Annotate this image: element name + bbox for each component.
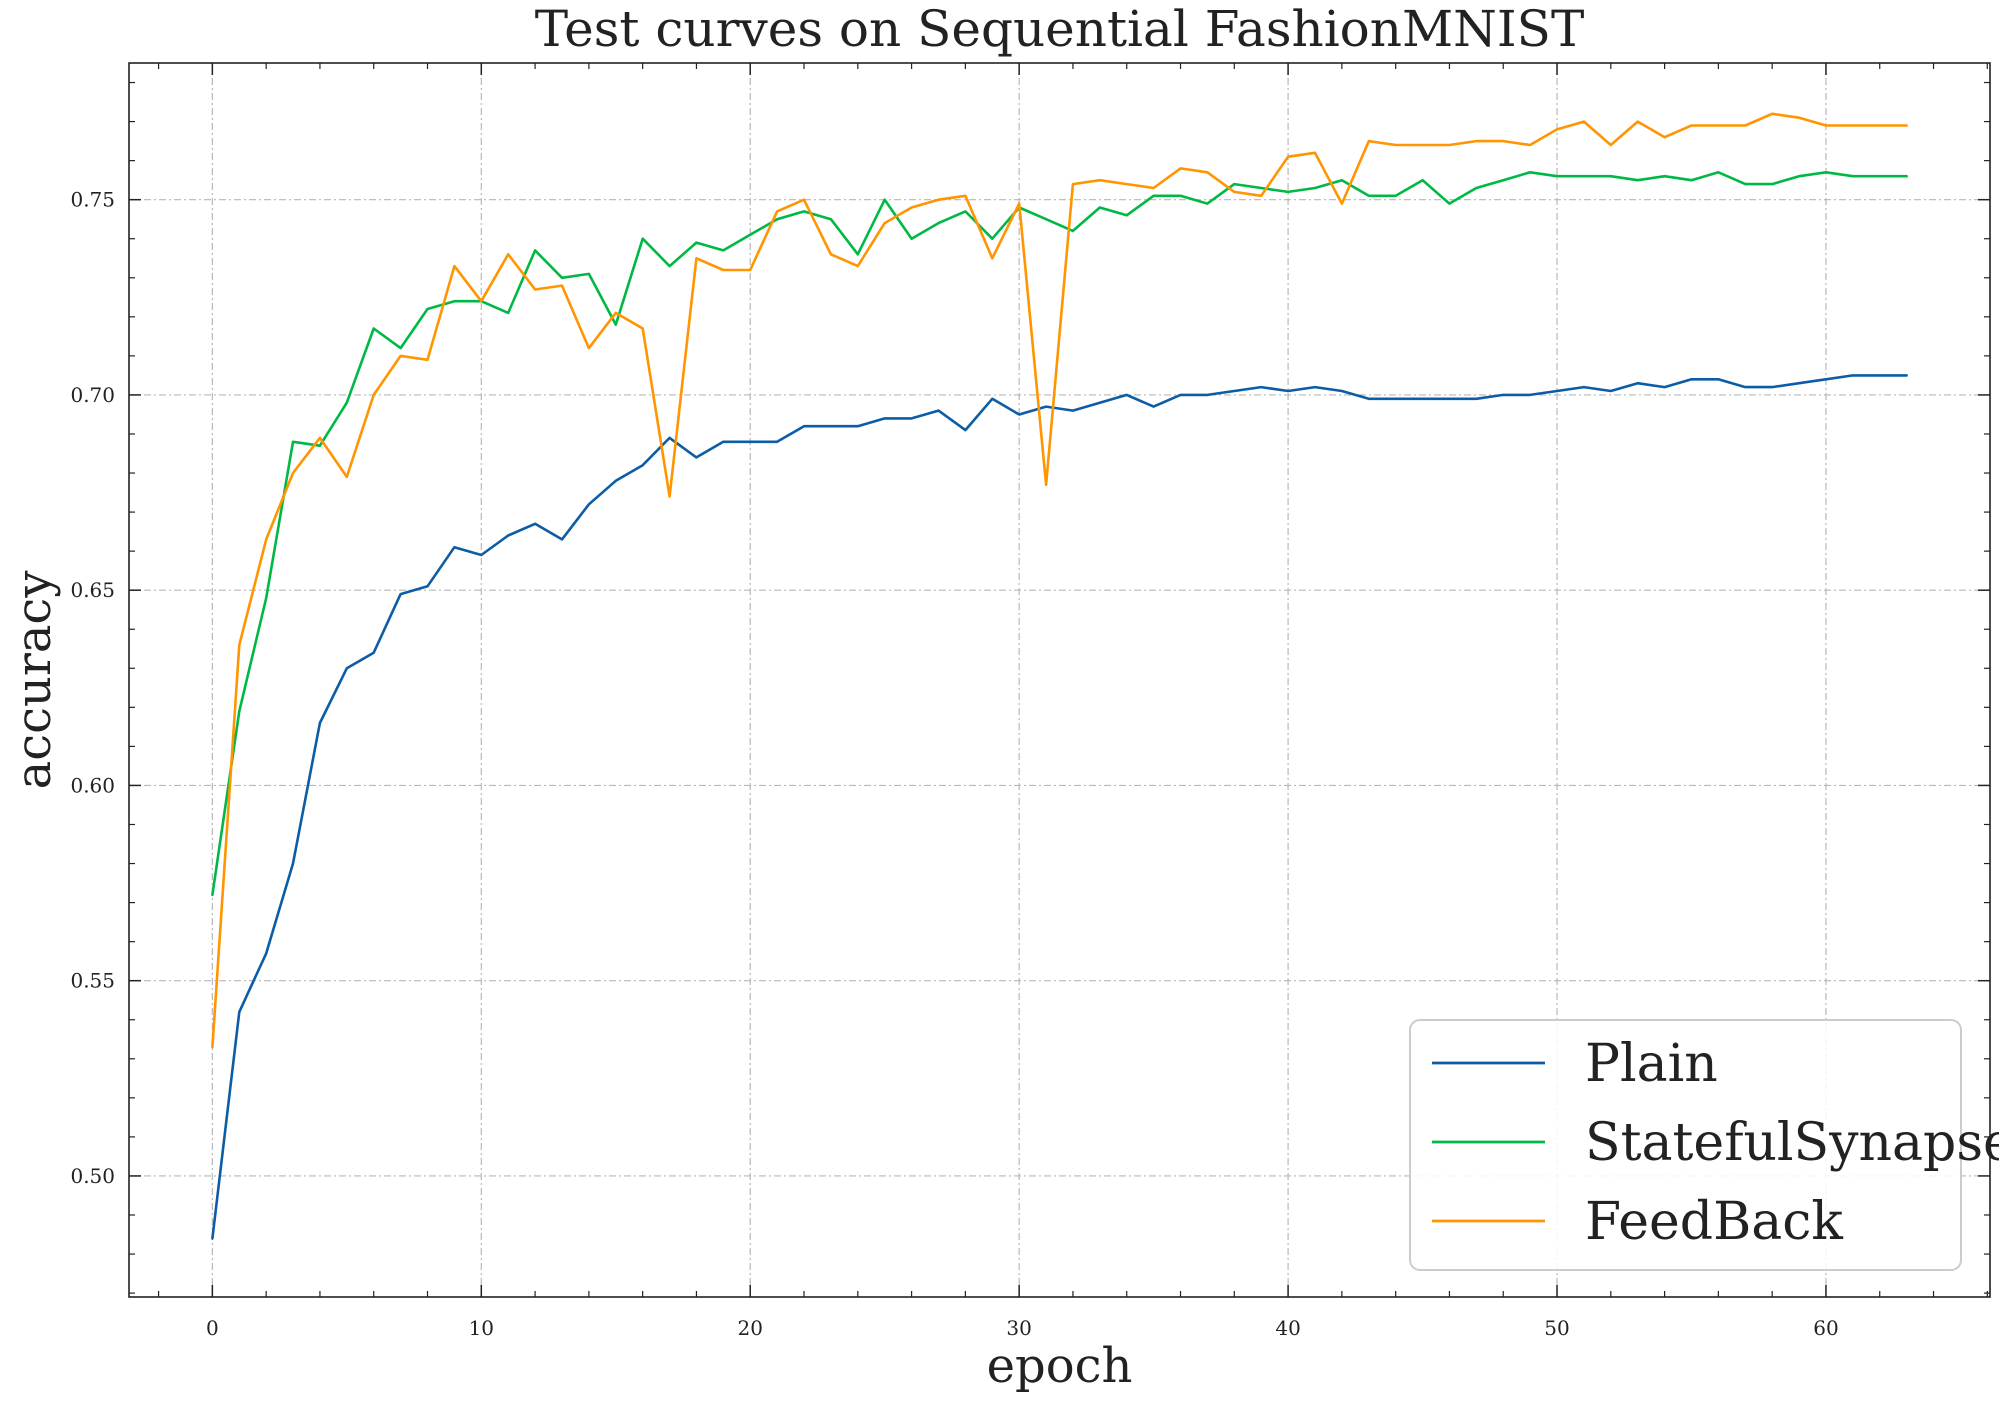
y-tick-label: 0.65 xyxy=(70,578,115,602)
x-tick-label: 0 xyxy=(206,1316,219,1340)
y-tick-label: 0.50 xyxy=(70,1164,115,1188)
legend: Plain StatefulSynapse FeedBack xyxy=(1409,1019,1999,1271)
x-tick-label: 40 xyxy=(1275,1316,1300,1340)
series-line-statefulsynapse xyxy=(211,171,1908,897)
y-tick-label: 0.75 xyxy=(70,188,115,212)
plot-frame xyxy=(128,62,1991,1298)
x-tick-label: 20 xyxy=(738,1316,763,1340)
legend-box xyxy=(1409,1019,1962,1271)
axis-ticks xyxy=(129,63,1990,1297)
x-tick-label: 10 xyxy=(469,1316,494,1340)
x-tick-label: 60 xyxy=(1813,1316,1838,1340)
legend-label: Plain xyxy=(1585,1034,1718,1094)
series-lines xyxy=(211,112,1908,1240)
x-axis-label: epoch xyxy=(987,1338,1133,1394)
tick-labels: 0 10 20 30 40 50 60 0.50 0.55 0.60 0.65 0.70 0.75 xyxy=(70,188,1838,1340)
y-axis-label: accuracy xyxy=(6,571,62,790)
legend-item-feedback: FeedBack xyxy=(1432,1192,1843,1252)
x-tick-label: 30 xyxy=(1006,1316,1031,1340)
legend-label: FeedBack xyxy=(1585,1192,1843,1252)
legend-label: StatefulSynapse xyxy=(1585,1113,1999,1173)
y-tick-label: 0.55 xyxy=(70,969,115,993)
y-tick-label: 0.70 xyxy=(70,383,115,407)
legend-item-plain: Plain xyxy=(1432,1034,1718,1094)
series-line-plain xyxy=(211,374,1908,1240)
x-tick-label: 50 xyxy=(1544,1316,1569,1340)
legend-items: Plain StatefulSynapse FeedBack xyxy=(1432,1034,1999,1252)
y-tick-label: 0.60 xyxy=(70,773,115,797)
legend-item-statefulsynapse: StatefulSynapse xyxy=(1432,1113,1999,1173)
series-line-feedback xyxy=(211,112,1908,1049)
chart-title: Test curves on Sequential FashionMNIST xyxy=(535,0,1585,58)
